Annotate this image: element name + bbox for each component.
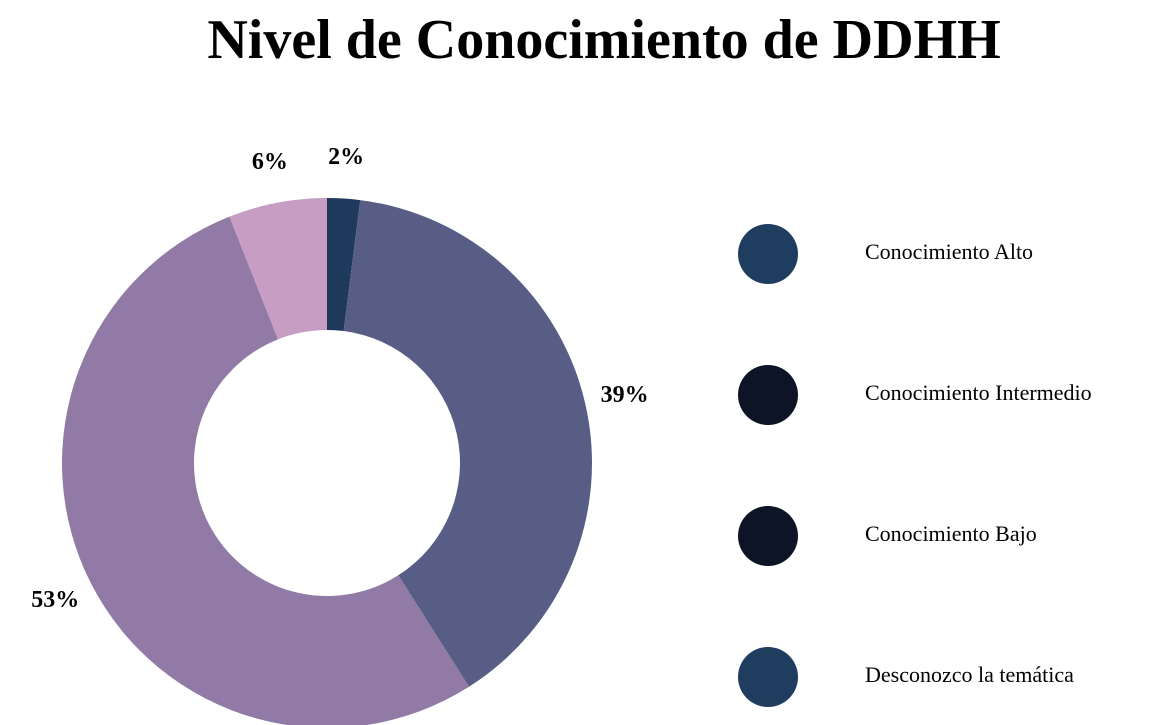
legend-marker bbox=[738, 365, 798, 425]
data-label: 2% bbox=[328, 144, 364, 170]
donut-slice bbox=[62, 216, 469, 725]
data-label: 53% bbox=[31, 587, 79, 613]
legend-label: Conocimiento Alto bbox=[865, 239, 1033, 264]
legend-marker bbox=[738, 506, 798, 566]
legend-marker bbox=[738, 224, 798, 284]
chart-title: Nivel de Conocimiento de DDHH bbox=[207, 9, 1000, 71]
data-label: 6% bbox=[252, 149, 288, 175]
data-label: 39% bbox=[601, 382, 649, 408]
donut-slice bbox=[343, 200, 592, 687]
donut-slice bbox=[327, 198, 361, 332]
legend-marker bbox=[738, 647, 798, 707]
legend-label: Desconozco la temática bbox=[865, 662, 1074, 687]
legend-label: Conocimiento Intermedio bbox=[865, 380, 1092, 405]
donut-slice bbox=[229, 198, 327, 340]
legend-label: Conocimiento Bajo bbox=[865, 521, 1037, 546]
